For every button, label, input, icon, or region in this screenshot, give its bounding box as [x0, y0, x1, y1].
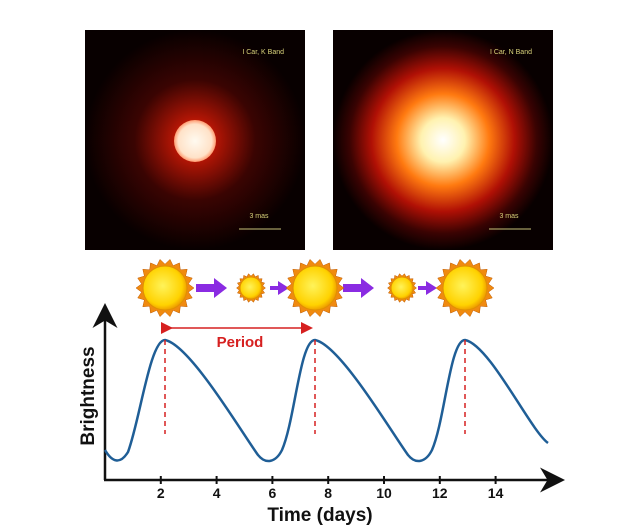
sun [292, 265, 338, 311]
light-curve: Period Time (days) Brightness 2 4 6 8 10 12 14 [78, 303, 565, 526]
x-tick-label: 6 [269, 485, 277, 501]
sun [239, 276, 263, 300]
image-label: I Car, N Band [490, 49, 532, 56]
sun [142, 265, 188, 311]
sun [390, 276, 414, 300]
scale-label: 3 mas [249, 213, 269, 220]
y-axis-label: Brightness [78, 346, 99, 445]
x-tick-label: 8 [324, 485, 332, 501]
image-k-band: I Car, K Band 3 mas [85, 30, 305, 250]
x-tick-label: 12 [432, 485, 448, 501]
scale-label: 3 mas [499, 213, 519, 220]
image-n-band: I Car, N Band 3 mas [333, 30, 553, 250]
pulsation-sequence [135, 258, 495, 318]
x-tick-label: 10 [376, 485, 392, 501]
x-tick-label: 2 [157, 485, 165, 501]
image-label: I Car, K Band [242, 49, 284, 56]
x-tick-label: 14 [488, 485, 504, 501]
period-label: Period [217, 334, 264, 351]
sun [442, 265, 488, 311]
x-tick-label: 4 [213, 485, 221, 501]
x-axis-label: Time (days) [267, 505, 372, 526]
